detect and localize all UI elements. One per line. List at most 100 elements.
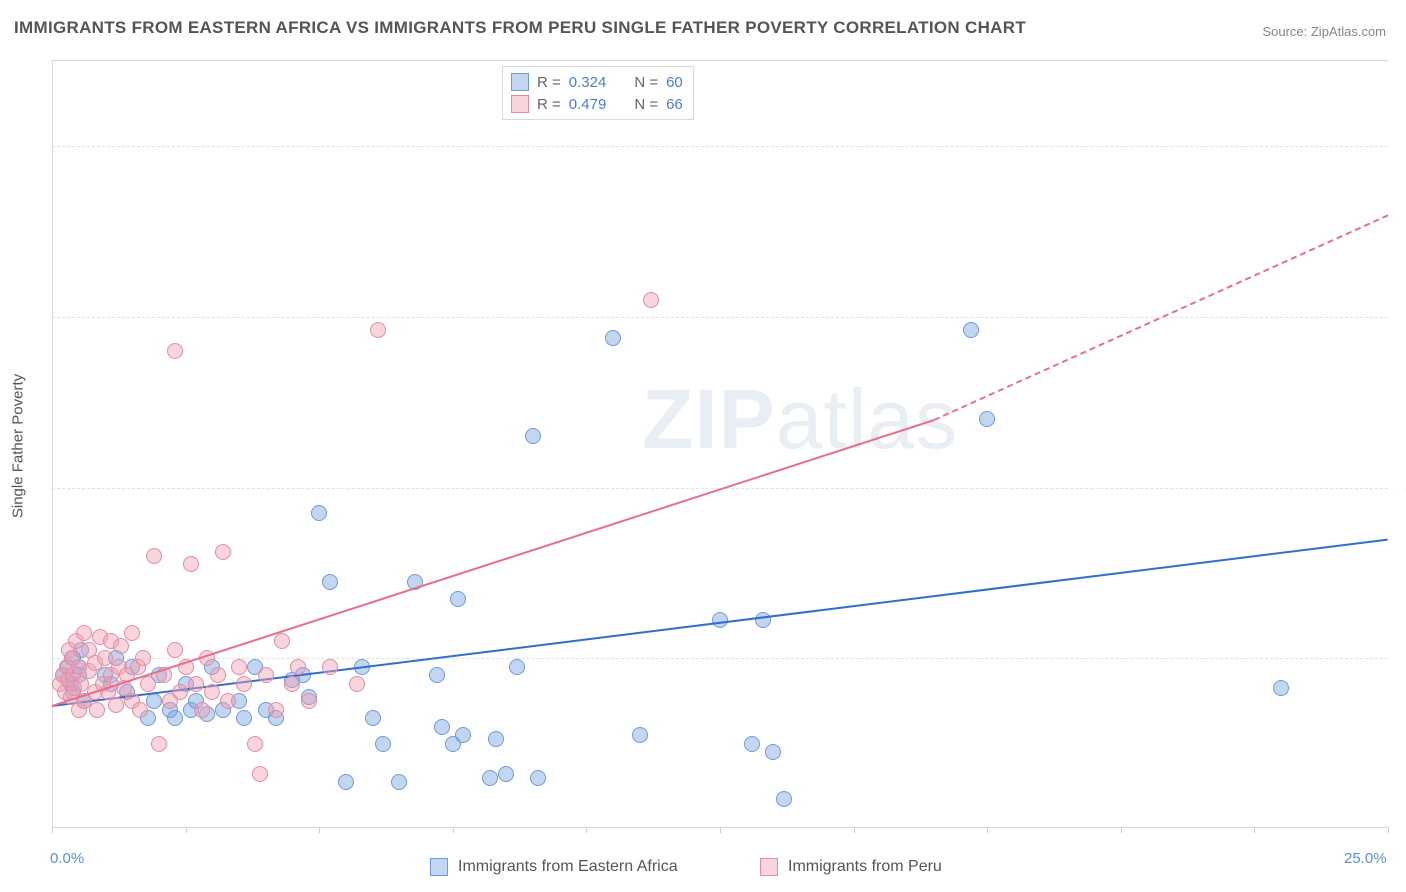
data-point-eastern_africa — [365, 710, 381, 726]
r-label: R = — [537, 74, 561, 91]
data-point-peru — [274, 633, 290, 649]
x-tick — [52, 827, 53, 833]
x-tick — [1121, 827, 1122, 833]
data-point-eastern_africa — [434, 719, 450, 735]
watermark: ZIPatlas — [642, 371, 958, 468]
data-point-peru — [113, 638, 129, 654]
watermark-bold: ZIP — [642, 372, 776, 466]
data-point-eastern_africa — [455, 727, 471, 743]
chart-title: IMMIGRANTS FROM EASTERN AFRICA VS IMMIGR… — [14, 18, 1026, 38]
series-legend-peru: Immigrants from Peru — [760, 858, 942, 876]
plot-area: ZIPatlas 20.0%40.0%60.0%80.0% — [52, 60, 1388, 828]
gridline-horizontal — [52, 146, 1388, 147]
data-point-peru — [194, 702, 210, 718]
y-tick-label: 20.0% — [1394, 650, 1406, 667]
series-legend-eastern-africa: Immigrants from Eastern Africa — [430, 858, 678, 876]
data-point-peru — [301, 693, 317, 709]
x-tick-label: 0.0% — [50, 850, 84, 867]
data-point-peru — [188, 676, 204, 692]
data-point-peru — [322, 659, 338, 675]
data-point-peru — [231, 659, 247, 675]
n-value-peru: 66 — [666, 96, 683, 113]
data-point-eastern_africa — [776, 791, 792, 807]
y-tick-label: 40.0% — [1394, 479, 1406, 496]
r-value-eastern-africa: 0.324 — [569, 74, 607, 91]
data-point-peru — [172, 684, 188, 700]
data-point-peru — [643, 292, 659, 308]
data-point-peru — [167, 642, 183, 658]
data-point-eastern_africa — [530, 770, 546, 786]
data-point-peru — [132, 702, 148, 718]
data-point-eastern_africa — [498, 766, 514, 782]
data-point-eastern_africa — [391, 774, 407, 790]
x-tick — [586, 827, 587, 833]
y-tick-label: 60.0% — [1394, 309, 1406, 326]
n-label: N = — [634, 74, 658, 91]
data-point-eastern_africa — [1273, 680, 1289, 696]
x-tick — [319, 827, 320, 833]
data-point-eastern_africa — [429, 667, 445, 683]
data-point-eastern_africa — [979, 411, 995, 427]
series-label-eastern-africa: Immigrants from Eastern Africa — [458, 858, 678, 876]
data-point-peru — [252, 766, 268, 782]
data-point-eastern_africa — [482, 770, 498, 786]
data-point-peru — [108, 697, 124, 713]
data-point-peru — [124, 625, 140, 641]
data-point-peru — [268, 702, 284, 718]
stats-row-peru: R = 0.479 N = 66 — [511, 93, 683, 115]
data-point-eastern_africa — [605, 330, 621, 346]
x-tick — [720, 827, 721, 833]
data-point-eastern_africa — [712, 612, 728, 628]
series-label-peru: Immigrants from Peru — [788, 858, 942, 876]
data-point-peru — [183, 556, 199, 572]
swatch-peru — [760, 858, 778, 876]
data-point-peru — [151, 736, 167, 752]
data-point-eastern_africa — [236, 710, 252, 726]
swatch-eastern-africa — [430, 858, 448, 876]
data-point-peru — [349, 676, 365, 692]
x-tick — [1254, 827, 1255, 833]
stats-row-eastern-africa: R = 0.324 N = 60 — [511, 71, 683, 93]
data-point-peru — [220, 693, 236, 709]
y-axis-title: Single Father Poverty — [10, 374, 27, 518]
data-point-eastern_africa — [167, 710, 183, 726]
data-point-peru — [290, 659, 306, 675]
data-point-eastern_africa — [744, 736, 760, 752]
r-value-peru: 0.479 — [569, 96, 607, 113]
data-point-eastern_africa — [322, 574, 338, 590]
data-point-peru — [76, 625, 92, 641]
r-label: R = — [537, 96, 561, 113]
data-point-peru — [236, 676, 252, 692]
n-label: N = — [634, 96, 658, 113]
data-point-eastern_africa — [632, 727, 648, 743]
y-tick-label: 80.0% — [1394, 138, 1406, 155]
data-point-eastern_africa — [488, 731, 504, 747]
data-point-eastern_africa — [963, 322, 979, 338]
data-point-peru — [284, 676, 300, 692]
n-value-eastern-africa: 60 — [666, 74, 683, 91]
data-point-eastern_africa — [509, 659, 525, 675]
x-tick — [987, 827, 988, 833]
swatch-eastern-africa — [511, 73, 529, 91]
data-point-eastern_africa — [338, 774, 354, 790]
data-point-peru — [258, 667, 274, 683]
x-tick — [453, 827, 454, 833]
data-point-peru — [204, 684, 220, 700]
data-point-peru — [146, 548, 162, 564]
correlation-stats-legend: R = 0.324 N = 60 R = 0.479 N = 66 — [502, 66, 694, 120]
data-point-peru — [140, 676, 156, 692]
data-point-eastern_africa — [765, 744, 781, 760]
data-point-eastern_africa — [525, 428, 541, 444]
data-point-peru — [215, 544, 231, 560]
data-point-peru — [210, 667, 226, 683]
data-point-peru — [247, 736, 263, 752]
swatch-peru — [511, 95, 529, 113]
x-tick — [854, 827, 855, 833]
data-point-eastern_africa — [311, 505, 327, 521]
data-point-peru — [135, 650, 151, 666]
x-tick-label: 25.0% — [1344, 850, 1387, 867]
x-tick — [1388, 827, 1389, 833]
data-point-eastern_africa — [450, 591, 466, 607]
data-point-eastern_africa — [755, 612, 771, 628]
y-axis-line — [52, 61, 53, 827]
